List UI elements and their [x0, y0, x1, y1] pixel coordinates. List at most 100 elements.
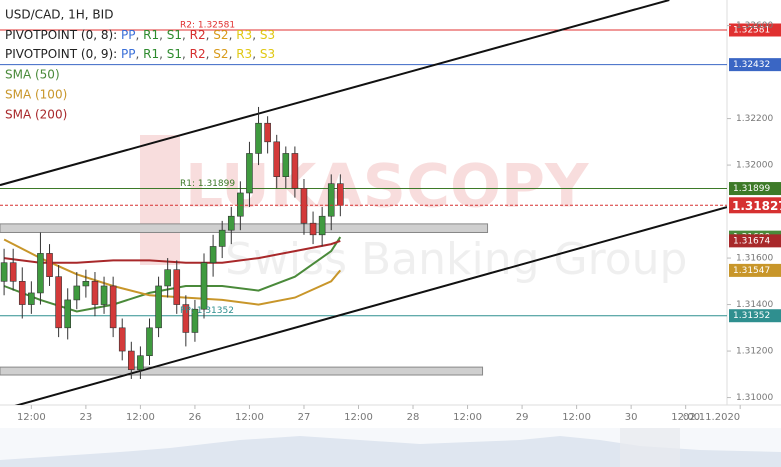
- candle: [100, 276, 108, 314]
- overlay: R2: 1.32581 1.32581 1.32432 R1: 1.31899 1.31…: [180, 20, 781, 323]
- x-tick-label: 12:00: [453, 412, 482, 423]
- candle-body: [182, 304, 190, 333]
- plot-area: [0, 0, 727, 405]
- candle: [264, 116, 271, 154]
- candle: [191, 299, 199, 342]
- pivot-legend: PIVOTPOINT (0, 8): PP, R1, S1, R2, S2, R…: [5, 28, 275, 42]
- candle: [227, 206, 235, 245]
- pivot-item: S3: [260, 28, 275, 42]
- legend-entry[interactable]: SMA (100): [5, 88, 67, 102]
- pivot-separator: ,: [229, 47, 237, 61]
- trendline: [0, 0, 670, 187]
- pivot-separator: ,: [182, 28, 190, 42]
- candle-body: [209, 246, 217, 264]
- current-price-badge: [729, 197, 781, 214]
- candle-body: [237, 192, 244, 217]
- pivot-item: S3: [260, 47, 275, 61]
- candle: [109, 276, 117, 338]
- pivot-item: PP: [121, 28, 135, 42]
- pivot-separator: ,: [159, 28, 167, 42]
- candle-body: [173, 269, 181, 305]
- price-badge-label: 1.32432: [733, 60, 770, 70]
- pivot-separator: ,: [206, 28, 214, 42]
- candle: [146, 318, 153, 366]
- pivot-separator: ,: [206, 47, 214, 61]
- current-price-label: 1.31827: [732, 199, 781, 213]
- candle-body: [28, 292, 35, 305]
- pivot-item: R1: [143, 47, 159, 61]
- candle: [37, 232, 44, 305]
- price-badge: [729, 182, 781, 196]
- price-zone: [0, 223, 489, 233]
- y-tick-label: 1.32200: [736, 114, 773, 124]
- candle: [18, 267, 26, 319]
- navigator-window[interactable]: [620, 428, 680, 467]
- pivot-item: R3: [236, 47, 252, 61]
- candle-body: [55, 276, 62, 329]
- x-tick-label: 12:00: [671, 412, 700, 423]
- price-badge-label: 1.32581: [733, 25, 770, 35]
- candle-body: [264, 122, 271, 143]
- candle: [318, 206, 326, 247]
- candle: [64, 288, 72, 340]
- pivot-prefix: PIVOTPOINT (0, 9):: [5, 47, 121, 61]
- candle-body: [318, 215, 326, 236]
- candle: [164, 258, 171, 298]
- x-tick-label: 29: [516, 412, 529, 423]
- legend-entry[interactable]: SMA (200): [5, 108, 67, 122]
- candle-body: [164, 269, 171, 287]
- candle: [137, 346, 144, 379]
- pivot-item: S2: [213, 28, 228, 42]
- pivot-label: PP: 1.31352: [180, 306, 234, 316]
- candle: [218, 220, 226, 259]
- legend-entry[interactable]: SMA (50): [5, 68, 60, 82]
- x-tick-label: 28: [407, 412, 420, 423]
- candle: [0, 248, 8, 296]
- y-tick-label: 1.31400: [736, 300, 773, 310]
- pivot-prefix: PIVOTPOINT (0, 8):: [5, 28, 121, 42]
- candle-body: [146, 327, 153, 357]
- candle: [55, 265, 62, 338]
- legend: USD/CAD, 1H, BID PIVOTPOINT (0, 8): PP, R…: [5, 8, 275, 122]
- pivot-separator: ,: [252, 47, 260, 61]
- candle-body: [109, 285, 117, 329]
- pivot-legend: PIVOTPOINT (0, 9): PP, R1, S1, R2, S2, R…: [5, 47, 275, 61]
- pivot-separator: ,: [136, 47, 144, 61]
- candle: [73, 272, 81, 310]
- candle: [155, 276, 162, 338]
- candle-body: [218, 229, 226, 247]
- x-tick-label: 30: [625, 412, 638, 423]
- pivot-item: PP: [121, 47, 135, 61]
- candle: [182, 295, 190, 347]
- watermark-text: LUKASCOPY: [185, 152, 590, 222]
- pivot-label: R1: 1.31899: [180, 179, 235, 189]
- candle-body: [37, 253, 44, 294]
- price-badge: [729, 23, 781, 37]
- x-tick-label: 12:00: [17, 412, 46, 423]
- pivot-item: R2: [190, 47, 206, 61]
- navigator: [0, 428, 781, 467]
- y-tick-label: 1.31000: [736, 393, 773, 403]
- candle-body: [255, 122, 262, 154]
- candle: [273, 134, 281, 189]
- candle: [209, 234, 217, 277]
- watermark-logo: [140, 135, 180, 265]
- candle: [327, 174, 335, 231]
- candle-body: [337, 183, 344, 206]
- candle: [282, 146, 290, 189]
- candle-body: [18, 281, 26, 305]
- candle-body: [227, 215, 235, 231]
- candle-body: [291, 153, 299, 189]
- candle: [173, 260, 181, 314]
- pivot-label: R2: 1.32581: [180, 20, 235, 30]
- trendline: [14, 206, 727, 405]
- candle-body: [91, 281, 99, 305]
- x-tick-label: 12:00: [235, 412, 264, 423]
- candle-body: [0, 262, 8, 282]
- candle-body: [82, 281, 90, 287]
- x-tick-label: 02.11.2020: [683, 412, 740, 423]
- pivot-item: R2: [190, 28, 206, 42]
- candle-body: [282, 153, 290, 177]
- pivot-separator: ,: [229, 28, 237, 42]
